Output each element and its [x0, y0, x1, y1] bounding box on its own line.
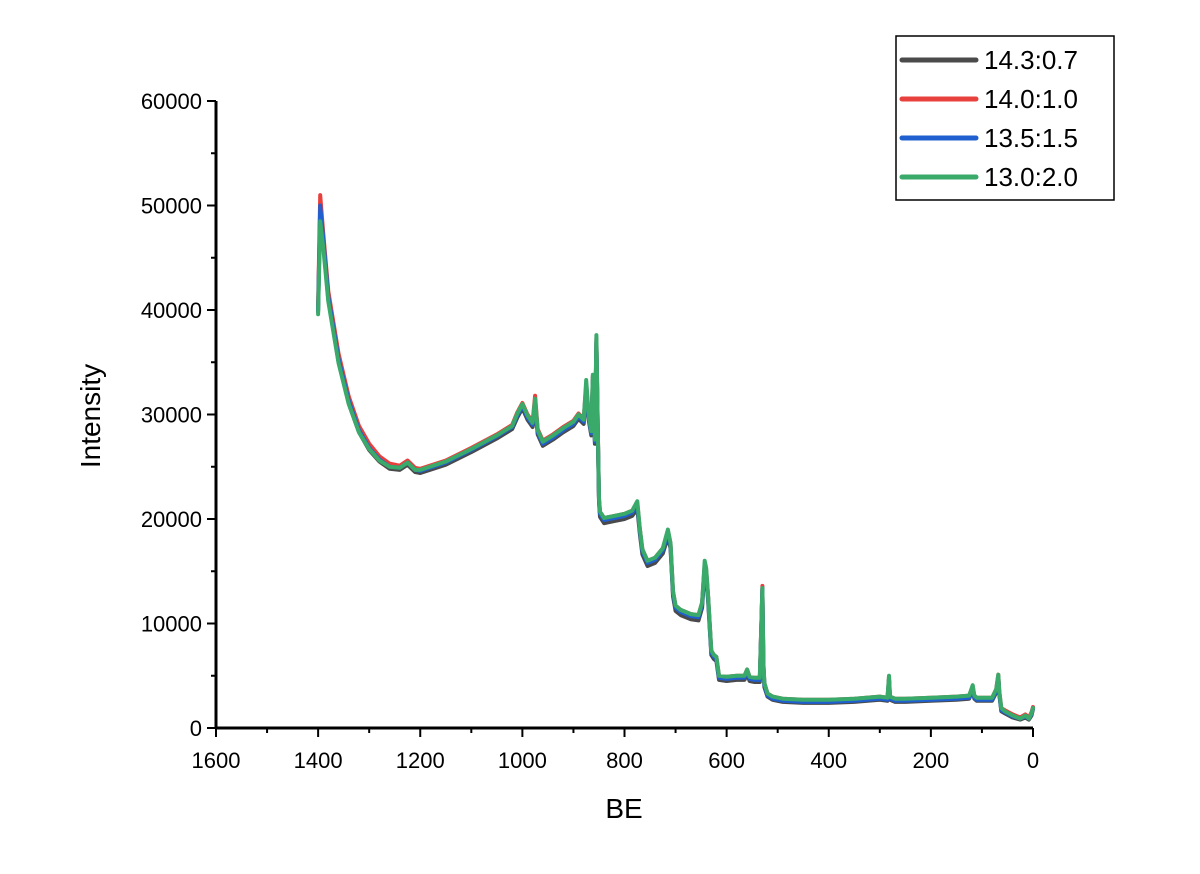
x-tick-label: 1200 [396, 748, 445, 773]
x-tick-label: 1600 [192, 748, 241, 773]
legend: 14.3:0.7 14.0:1.0 13.5:1.5 13.0:2.0 [895, 35, 1115, 201]
legend-label: 14.0:1.0 [984, 84, 1078, 114]
x-tick-label: 1000 [498, 748, 547, 773]
legend-box [895, 35, 1115, 201]
y-tick-label: 0 [190, 716, 202, 741]
series-line-2 [316, 193, 1035, 720]
legend-label: 13.0:2.0 [984, 162, 1078, 192]
legend-label: 14.3:0.7 [984, 45, 1078, 75]
y-tick-label: 40000 [141, 298, 202, 323]
x-tick-label: 400 [810, 748, 847, 773]
y-tick-label: 60000 [141, 89, 202, 114]
series-layer [316, 193, 1035, 722]
x-tick-label: 600 [708, 748, 745, 773]
x-tick-label: 200 [913, 748, 950, 773]
y-tick-label: 20000 [141, 507, 202, 532]
legend-label: 13.5:1.5 [984, 123, 1078, 153]
x-tick-label: 1400 [294, 748, 343, 773]
ticks-layer: 1600 1400 1200 1000 800 600 400 200 001000020000… [141, 89, 1039, 773]
y-tick-label: 30000 [141, 403, 202, 428]
series-line-3 [316, 203, 1035, 721]
y-tick-label: 10000 [141, 612, 202, 637]
y-axis-title: Intensity [75, 364, 106, 468]
x-tick-label: 0 [1027, 748, 1039, 773]
x-tick-label: 800 [606, 748, 643, 773]
y-tick-label: 50000 [141, 194, 202, 219]
x-axis-title: BE [605, 793, 642, 824]
series-line-4 [316, 219, 1035, 721]
